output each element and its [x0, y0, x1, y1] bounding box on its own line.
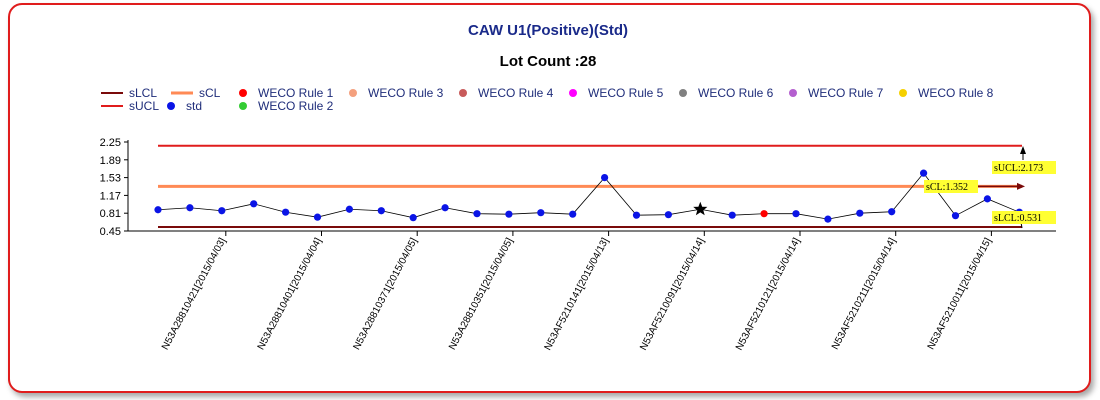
- std-point: [313, 213, 322, 221]
- std-point-star: [693, 201, 708, 216]
- std-point: [186, 204, 194, 212]
- x-tick-label: N53AF5210211[2015/04/14]: [830, 236, 898, 352]
- sucl-annotation-bg: [992, 161, 1056, 174]
- x-tick-label: N53AF5210011[2015/04/15]: [926, 236, 994, 352]
- x-tick-label: N53A28810421[2015/04/03]: [160, 236, 229, 352]
- std-point: [601, 174, 609, 182]
- legend-swatch-weco-rule-3: [349, 89, 357, 97]
- std-point: [920, 169, 928, 177]
- legend-label-std: std: [186, 99, 202, 113]
- y-tick-label: 0.45: [100, 226, 121, 238]
- legend-label-weco-rule-4: WECO Rule 4: [478, 86, 554, 100]
- legend-swatch-weco-rule-8: [899, 89, 907, 97]
- x-tick-label: N53AF5210121[2015/04/14]: [734, 236, 803, 352]
- x-tick-label: N53AF5210141[2015/04/13]: [543, 236, 612, 352]
- sucl-annotation: sUCL:2.173: [994, 163, 1043, 174]
- std-point: [951, 212, 960, 220]
- std-point: [664, 211, 673, 219]
- std-point: [345, 205, 353, 213]
- slcl-annotation: sLCL:0.531: [994, 213, 1042, 224]
- scl-annotation-bg: [924, 180, 978, 193]
- legend-swatch-weco-rule-5: [569, 89, 577, 97]
- weco-rule-1-point: [760, 210, 768, 218]
- y-tick-label: 0.81: [100, 208, 121, 220]
- scl-annotation: sCL:1.352: [926, 182, 968, 193]
- legend-label-slcl: sLCL: [129, 86, 157, 100]
- std-point: [377, 207, 385, 215]
- std-point: [154, 206, 162, 214]
- legend: sLCL sCL WECO Rule 1 WECO Rule 3 WECO Rule 4…: [101, 86, 994, 113]
- legend-swatch-weco-rule-7: [789, 89, 797, 97]
- legend-swatch-weco-rule-6: [679, 89, 687, 97]
- scl-arrow-head: [1017, 182, 1025, 190]
- std-point: [792, 210, 800, 218]
- std-point: [441, 204, 449, 212]
- std-point: [537, 209, 545, 217]
- std-point: [888, 208, 896, 216]
- legend-label-weco-rule-3: WECO Rule 3: [368, 86, 444, 100]
- legend-label-weco-rule-5: WECO Rule 5: [588, 86, 664, 100]
- x-tick-label: N53A28810351[2015/04/05]: [447, 236, 516, 352]
- chart-frame: [8, 3, 1091, 393]
- legend-swatch-weco-rule-4: [459, 89, 467, 97]
- std-point: [856, 209, 864, 217]
- y-tick-label: 1.17: [100, 190, 121, 202]
- chart-subtitle: Lot Count :28: [500, 53, 597, 70]
- std-point: [569, 210, 577, 218]
- x-tick-label: N53AF5210091[2015/04/14]: [638, 236, 707, 352]
- plot-area: 2.25 1.89 1.53 1.17 0.81 0.45 N53A28810421[201…: [100, 137, 1056, 352]
- std-point: [824, 215, 832, 223]
- x-tick-label: N53A28810371[2015/04/05]: [351, 236, 420, 352]
- std-point: [983, 195, 992, 203]
- legend-label-weco-rule-6: WECO Rule 6: [698, 86, 774, 100]
- legend-label-weco-rule-2: WECO Rule 2: [258, 99, 334, 113]
- std-point: [728, 211, 736, 219]
- legend-swatch-weco-rule-1: [239, 89, 247, 97]
- slcl-annotation-bg: [992, 211, 1056, 224]
- y-tick-label: 1.53: [100, 173, 121, 185]
- legend-label-weco-rule-7: WECO Rule 7: [808, 86, 884, 100]
- x-tick-label: N53A28810401[2015/04/04]: [256, 236, 325, 352]
- legend-label-weco-rule-8: WECO Rule 8: [918, 86, 994, 100]
- std-series-line: [157, 172, 1020, 220]
- std-point: [632, 211, 641, 219]
- sucl-arrow-head: [1020, 146, 1026, 154]
- legend-label-scl: sCL: [199, 86, 221, 100]
- legend-label-sucl: sUCL: [129, 99, 159, 113]
- std-point: [505, 210, 513, 218]
- std-point: [473, 210, 481, 218]
- y-tick-label: 2.25: [100, 137, 121, 149]
- std-point: [409, 214, 417, 222]
- chart-title: CAW U1(Positive)(Std): [468, 22, 628, 39]
- y-tick-label: 1.89: [100, 155, 121, 167]
- std-point: [250, 200, 258, 208]
- legend-label-weco-rule-1: WECO Rule 1: [258, 86, 334, 100]
- std-point: [218, 207, 226, 215]
- legend-swatch-std: [167, 102, 175, 110]
- legend-swatch-weco-rule-2: [239, 102, 247, 110]
- std-point: [282, 208, 290, 216]
